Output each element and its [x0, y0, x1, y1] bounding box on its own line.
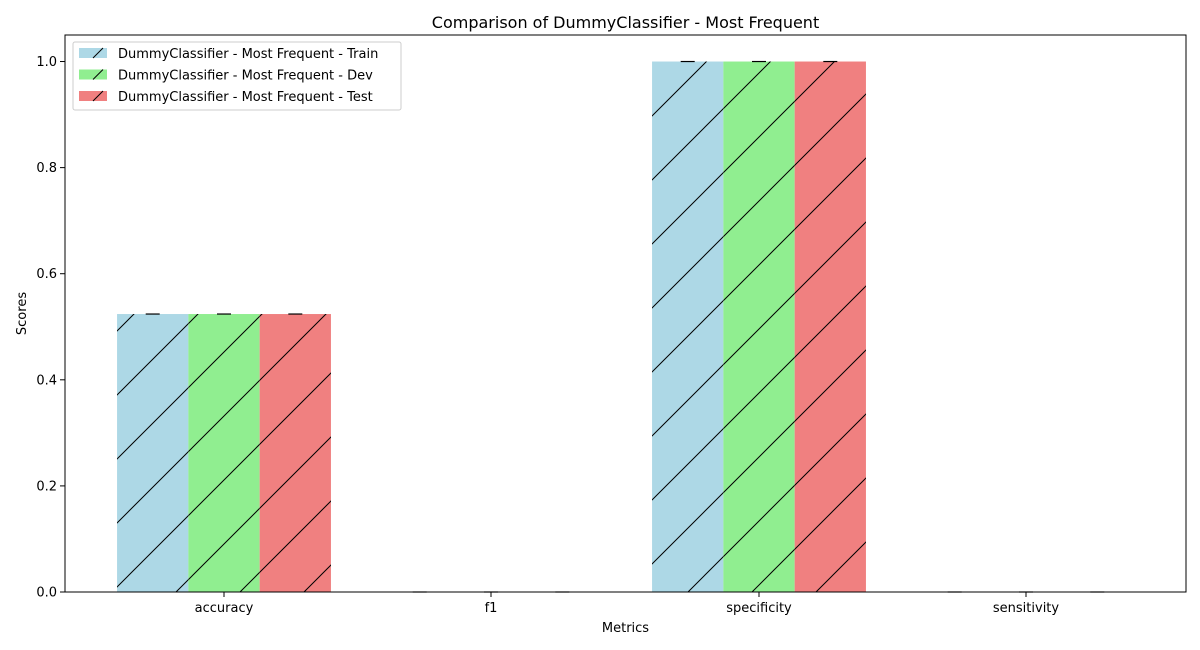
legend-box: [72, 41, 402, 111]
x-axis-label: Metrics: [602, 621, 649, 636]
y-tick-label: 0.8: [36, 161, 57, 176]
bar-hatch-specificity-3: [794, 61, 866, 592]
x-tick-label-specificity: specificity: [726, 601, 792, 616]
bars-group: [117, 61, 866, 592]
x-tick-label-accuracy: accuracy: [195, 601, 254, 616]
legend-label-1: DummyClassifier - Most Frequent - Train: [118, 47, 378, 62]
x-tick-label-f1: f1: [485, 601, 498, 616]
legend-label-3: DummyClassifier - Most Frequent - Test: [118, 90, 373, 105]
y-tick-label: 0.6: [36, 267, 57, 282]
legend-label-2: DummyClassifier - Most Frequent - Dev: [118, 69, 373, 84]
bar-hatch-specificity-2: [723, 61, 795, 592]
y-axis-label: Scores: [15, 292, 30, 335]
legend: DummyClassifier - Most Frequent - Train D…: [72, 41, 402, 111]
legend-swatch-hatch-2: [92, 69, 104, 80]
y-axis: 0.0 0.2 0.4 0.6 0.8 1.0: [36, 55, 65, 601]
bar-hatch-accuracy-3: [259, 314, 331, 592]
y-tick-label: 0.2: [36, 479, 57, 494]
legend-swatch-hatch-1: [92, 47, 104, 59]
bar-hatch-accuracy-1: [117, 314, 189, 592]
legend-swatch-hatch-3: [92, 90, 104, 102]
bar-hatch-specificity-1: [652, 61, 724, 592]
x-axis: accuracy f1 specificity sensitivity: [195, 592, 1060, 616]
bar-hatch-accuracy-2: [188, 314, 260, 592]
y-tick-label: 0.0: [36, 586, 57, 601]
x-tick-label-sensitivity: sensitivity: [993, 601, 1060, 616]
plot-frame: [64, 34, 1187, 593]
y-tick-label: 1.0: [36, 55, 57, 70]
legend-swatch-1: [79, 48, 107, 58]
legend-swatch-3: [79, 91, 107, 101]
chart-title: Comparison of DummyClassifier - Most Fre…: [432, 13, 819, 32]
y-tick-label: 0.4: [36, 373, 57, 388]
legend-swatch-2: [79, 69, 107, 80]
